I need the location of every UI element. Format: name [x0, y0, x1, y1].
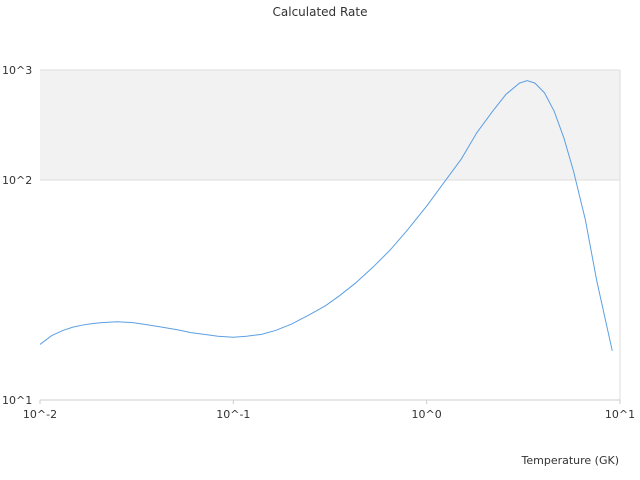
chart-title: Calculated Rate	[273, 5, 368, 19]
rate-series-line	[39, 80, 613, 351]
x-ticks: 10^-2 10^-1 10^0 10^1	[23, 400, 635, 421]
y-tick-label: 10^2	[2, 174, 32, 187]
x-tick-label: 10^-2	[23, 408, 57, 421]
upper-decade-band	[40, 70, 620, 180]
y-tick-label: 10^1	[2, 394, 32, 407]
y-ticks: 10^1 10^2 10^3	[2, 64, 32, 407]
x-tick-label: 10^-1	[216, 408, 250, 421]
y-tick-label: 10^3	[2, 64, 32, 77]
gridlines	[40, 69, 620, 181]
x-axis-title: Temperature (GK)	[521, 454, 620, 467]
x-tick-label: 10^1	[605, 408, 635, 421]
x-tick-label: 10^0	[412, 408, 442, 421]
